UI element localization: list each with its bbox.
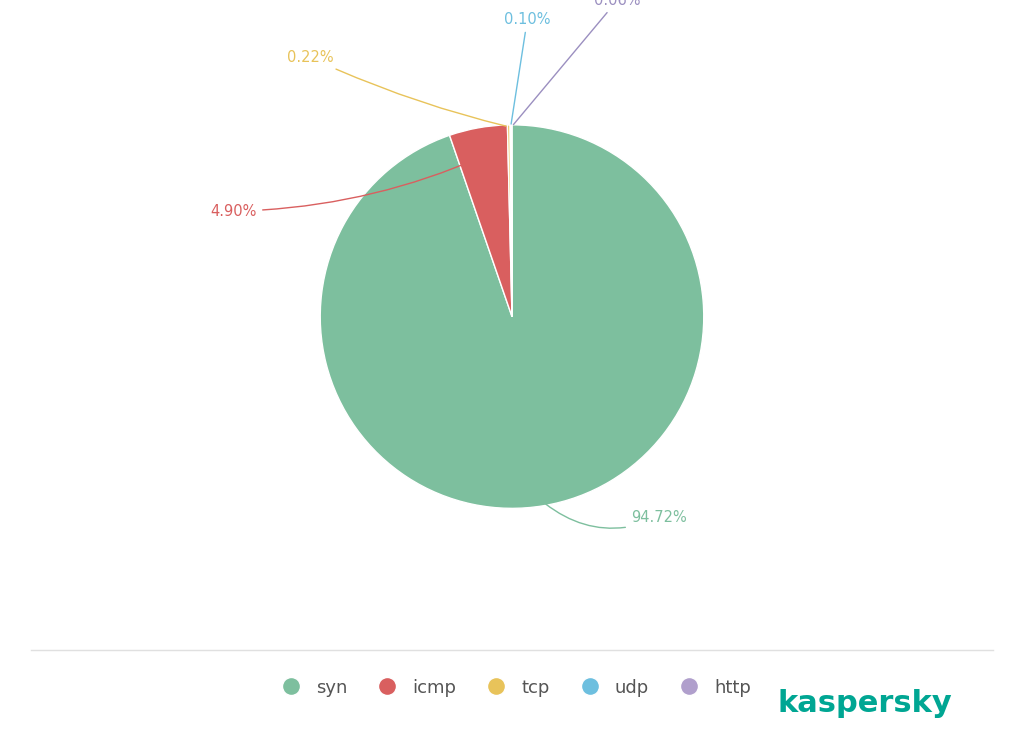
Text: 0.10%: 0.10% xyxy=(504,12,551,124)
Wedge shape xyxy=(450,125,512,317)
Legend: syn, icmp, tcp, udp, http: syn, icmp, tcp, udp, http xyxy=(265,672,759,704)
Text: 0.22%: 0.22% xyxy=(288,50,506,126)
Text: 0.06%: 0.06% xyxy=(513,0,641,125)
Text: 4.90%: 4.90% xyxy=(211,157,480,219)
Wedge shape xyxy=(508,125,512,317)
Text: kaspersky: kaspersky xyxy=(777,689,952,718)
Wedge shape xyxy=(510,125,512,317)
Wedge shape xyxy=(321,125,703,508)
Text: 94.72%: 94.72% xyxy=(545,504,687,528)
